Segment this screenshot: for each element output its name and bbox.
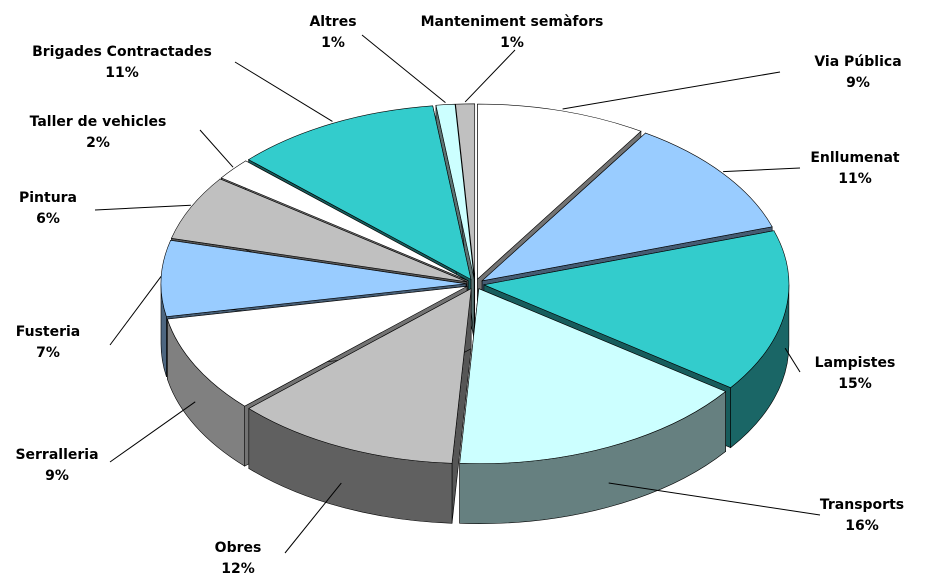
category-label: Via Pública [814, 54, 901, 70]
value-label: 15% [838, 376, 872, 392]
value-label: 2% [86, 135, 110, 151]
category-label: Enllumenat [810, 150, 900, 166]
leader-line [234, 61, 333, 122]
value-label: 16% [845, 518, 879, 534]
leader-line [562, 71, 781, 110]
slice [455, 103, 476, 279]
value-label: 9% [846, 75, 870, 91]
category-label: Lampistes [815, 355, 896, 371]
slice [435, 103, 475, 279]
leader-line [109, 276, 162, 346]
value-label: 1% [321, 35, 345, 51]
slice [481, 132, 773, 282]
category-label: Brigades Contractades [32, 44, 212, 60]
slice [171, 178, 467, 283]
value-label: 11% [105, 65, 139, 81]
slice [220, 160, 469, 281]
leader-line [608, 482, 821, 516]
slice [482, 230, 790, 389]
category-label: Obres [215, 540, 262, 556]
category-label: Pintura [19, 190, 77, 206]
category-label: Altres [309, 14, 356, 30]
leader-line [199, 129, 234, 168]
leader-line [109, 401, 196, 463]
slice [160, 239, 467, 317]
category-label: Fusteria [16, 324, 81, 340]
category-label: Transports [820, 497, 904, 513]
slice [247, 105, 472, 280]
value-label: 11% [838, 171, 872, 187]
value-label: 1% [500, 35, 524, 51]
value-label: 7% [36, 345, 60, 361]
category-label: Serralleria [15, 447, 98, 463]
value-label: 9% [45, 468, 69, 484]
slice [166, 286, 468, 407]
value-label: 6% [36, 211, 60, 227]
leader-line [94, 204, 191, 211]
slice [477, 103, 642, 280]
leader-line [464, 49, 516, 103]
leader-line [784, 347, 801, 373]
leader-line [723, 167, 801, 173]
category-label: Manteniment semàfors [421, 14, 604, 30]
value-label: 12% [221, 561, 255, 577]
leader-line [361, 34, 446, 104]
slice [248, 288, 472, 464]
leader-line [284, 482, 342, 554]
slice [459, 288, 727, 464]
category-label: Taller de vehicles [30, 114, 167, 130]
